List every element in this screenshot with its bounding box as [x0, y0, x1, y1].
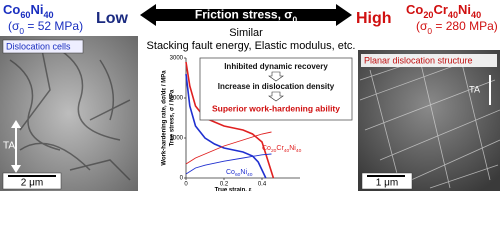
right-alloy: Co20Cr40Ni40	[406, 2, 481, 20]
text-part: 20	[271, 148, 277, 154]
text-part: Ni	[240, 169, 247, 176]
low-label: Low	[96, 10, 129, 27]
double-arrow	[140, 4, 352, 26]
text-part: = 280 MPa)	[432, 19, 498, 33]
direction: TA	[469, 84, 480, 94]
image-label: Dislocation cells	[6, 41, 71, 51]
similar: Similar	[229, 27, 263, 39]
y-tick-label: 2000	[170, 96, 184, 102]
text-part: 40	[448, 10, 458, 20]
label-box	[2, 39, 84, 54]
curve	[185, 131, 272, 165]
y-axis-label: True stress, σ / MPa	[170, 89, 176, 146]
text-part: 60	[20, 10, 30, 20]
y-tick-label: 3000	[170, 56, 184, 62]
similar-items: Stacking fault energy, Elastic modulus, …	[147, 40, 356, 52]
graphical-abstract: Co60Ni40 (σ0 = 52 MPa) Low Friction stre…	[0, 2, 500, 191]
step-arrow	[268, 71, 284, 82]
text-part: Co	[262, 145, 271, 152]
text-part: 40	[296, 148, 302, 154]
text-part: 40	[247, 172, 253, 178]
text-part: 40	[43, 10, 53, 20]
direction: TA	[3, 141, 15, 152]
arrow-head	[11, 165, 21, 173]
image-label: Planar dislocation structure	[364, 55, 473, 65]
text-part: 0	[427, 26, 432, 36]
y-tick-label: 1000	[170, 136, 184, 142]
text-part: (σ	[416, 19, 428, 33]
text-part: (σ	[8, 19, 20, 33]
arrow-head	[11, 120, 21, 128]
text-part: 60	[235, 172, 241, 178]
text-part: Ni	[458, 2, 471, 17]
text-part: Friction stress, σ	[195, 8, 293, 22]
text-part: 0	[19, 26, 24, 36]
mechanism-step: Superior work-hardening ability	[212, 103, 340, 113]
text-part: Co	[226, 169, 235, 176]
micrograph-right	[358, 50, 500, 191]
mechanism-step: Inhibited dynamic recovery	[224, 62, 328, 71]
scale-label: 2 μm	[21, 178, 43, 189]
arrow-label: Friction stress, σ0	[195, 8, 298, 25]
x-tick-label: 0	[184, 182, 188, 188]
text-part: 0	[292, 15, 297, 25]
text-part: Ni	[30, 2, 43, 17]
text-part: 20	[423, 10, 433, 20]
text-part: Cr	[276, 145, 284, 152]
chart: 0 1000 2000 3000 0 0.2 0.4 True strain, ε Work-h…	[162, 56, 353, 191]
left-friction-stress: (σ0 = 52 MPa)	[8, 19, 83, 36]
text-part: 40	[471, 10, 481, 20]
curve	[185, 153, 272, 175]
text-part: Ni	[289, 145, 296, 152]
text-part: = 52 MPa)	[24, 19, 83, 33]
text-part: 40	[284, 148, 290, 154]
step-arrow	[268, 91, 284, 102]
y-axis-label: Work-hardening rate, dσ/dε / MPa	[162, 70, 168, 166]
text-part: Co	[406, 2, 423, 17]
high-label: High	[356, 10, 392, 27]
cell-texture	[9, 39, 131, 181]
curve-label: Co20Cr40Ni40	[262, 145, 302, 154]
mechanism-box	[199, 57, 353, 121]
x-tick-label: 0.4	[258, 182, 267, 188]
curve-label: Co60Ni40	[226, 169, 253, 178]
right-friction-stress: (σ0 = 280 MPa)	[416, 19, 498, 36]
left-alloy: Co60Ni40	[3, 2, 54, 20]
x-axis-label: True strain, ε	[215, 188, 252, 191]
planar-texture	[359, 54, 500, 189]
curve	[185, 61, 275, 179]
mechanism-step: Increase in dislocation density	[218, 82, 335, 91]
y-tick-label: 0	[180, 176, 184, 182]
text-part: Cr	[433, 2, 447, 17]
x-tick-label: 0.2	[220, 182, 229, 188]
text-part: Co	[3, 2, 20, 17]
scale-label: 1 μm	[376, 178, 398, 189]
curve	[185, 73, 267, 179]
label-box	[361, 54, 497, 67]
